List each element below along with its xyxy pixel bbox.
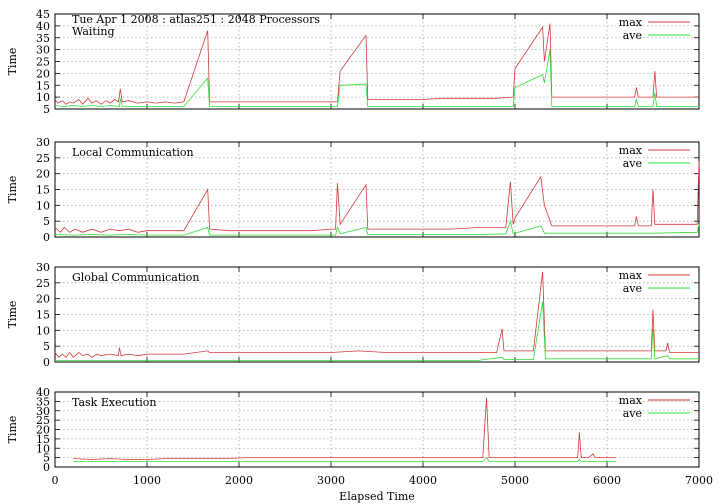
y-tick-label: 25 xyxy=(36,414,50,427)
y-tick-label: 40 xyxy=(36,386,50,399)
x-tick-label: 2000 xyxy=(225,474,253,487)
series-line-ave xyxy=(54,49,699,108)
x-tick-label: 4000 xyxy=(409,474,437,487)
legend-label: max xyxy=(619,144,643,157)
series-line-max xyxy=(73,397,617,460)
chart-panel-2: 0 5 10 15 20 25 30 Local Communication Time maxav… xyxy=(6,136,700,244)
x-tick-label: 0 xyxy=(52,474,59,487)
legend-label: max xyxy=(619,394,643,407)
y-tick-label: 30 xyxy=(36,405,50,418)
panel-title: Task Execution xyxy=(72,396,156,409)
x-tick-label: 1000 xyxy=(133,474,161,487)
chart-panel-3: 0 5 10 15 20 25 30 Global Communication Time maxa… xyxy=(6,261,700,369)
y-tick-label: 5 xyxy=(43,340,50,353)
series-line-ave xyxy=(73,456,617,462)
y-tick-label: 35 xyxy=(36,32,50,45)
y-tick-label: 20 xyxy=(36,293,50,306)
y-axis-label: Time xyxy=(6,416,19,444)
y-tick-label: 15 xyxy=(36,433,50,446)
legend-label: ave xyxy=(623,282,642,295)
legend-label: ave xyxy=(623,157,642,170)
y-axis-label: Time xyxy=(6,176,19,204)
legend-label: ave xyxy=(623,29,642,42)
chart-panels: 51015202530354045WaitingTimemaxave051015… xyxy=(6,8,713,487)
y-tick-label: 10 xyxy=(36,442,50,455)
legend-label: max xyxy=(619,269,643,282)
x-tick-label: 5000 xyxy=(501,474,529,487)
y-tick-label: 0 xyxy=(43,231,50,244)
series-line-max xyxy=(54,271,699,358)
plot-frame xyxy=(54,141,700,238)
y-tick-label: 25 xyxy=(36,56,50,69)
y-tick-label: 25 xyxy=(36,152,50,165)
x-axis-label: Elapsed Time xyxy=(339,490,415,503)
y-tick-label: 5 xyxy=(43,103,50,116)
y-tick-label: 30 xyxy=(36,261,50,274)
y-tick-label: 30 xyxy=(36,44,50,57)
plot-frame xyxy=(54,391,700,468)
x-tick-label: 6000 xyxy=(593,474,621,487)
series-line-ave xyxy=(55,301,699,361)
panel-title: Local Communication xyxy=(72,146,194,159)
panel-title: Waiting xyxy=(72,25,115,38)
y-tick-label: 20 xyxy=(36,424,50,437)
x-tick-label: 3000 xyxy=(317,474,345,487)
y-tick-label: 0 xyxy=(43,356,50,369)
y-tick-label: 5 xyxy=(43,215,50,228)
y-tick-label: 15 xyxy=(36,184,50,197)
y-axis-label: Time xyxy=(6,48,19,76)
y-tick-label: 15 xyxy=(36,309,50,322)
y-tick-label: 45 xyxy=(36,8,50,21)
y-tick-label: 30 xyxy=(36,136,50,149)
series-line-ave xyxy=(54,219,700,236)
y-tick-label: 40 xyxy=(36,20,50,33)
y-tick-label: 15 xyxy=(36,79,50,92)
legend-label: ave xyxy=(623,407,642,420)
plot-frame xyxy=(54,13,700,110)
x-tick-label: 7000 xyxy=(685,474,713,487)
y-tick-label: 10 xyxy=(36,199,50,212)
y-tick-label: 5 xyxy=(43,452,50,465)
y-tick-label: 10 xyxy=(36,91,50,104)
y-tick-label: 20 xyxy=(36,67,50,80)
plot-frame xyxy=(54,266,700,363)
series-line-max xyxy=(54,160,700,233)
y-tick-label: 25 xyxy=(36,277,50,290)
legend-label: max xyxy=(619,16,643,29)
y-tick-label: 35 xyxy=(36,395,50,408)
figure-title: Tue Apr 1 2008 : atlas251 : 2048 Process… xyxy=(72,13,320,26)
series-line-max xyxy=(54,23,699,105)
panel-title: Global Communication xyxy=(72,271,200,284)
y-axis-label: Time xyxy=(6,301,19,329)
y-tick-label: 10 xyxy=(36,324,50,337)
y-tick-label: 0 xyxy=(43,461,50,474)
y-tick-label: 20 xyxy=(36,168,50,181)
